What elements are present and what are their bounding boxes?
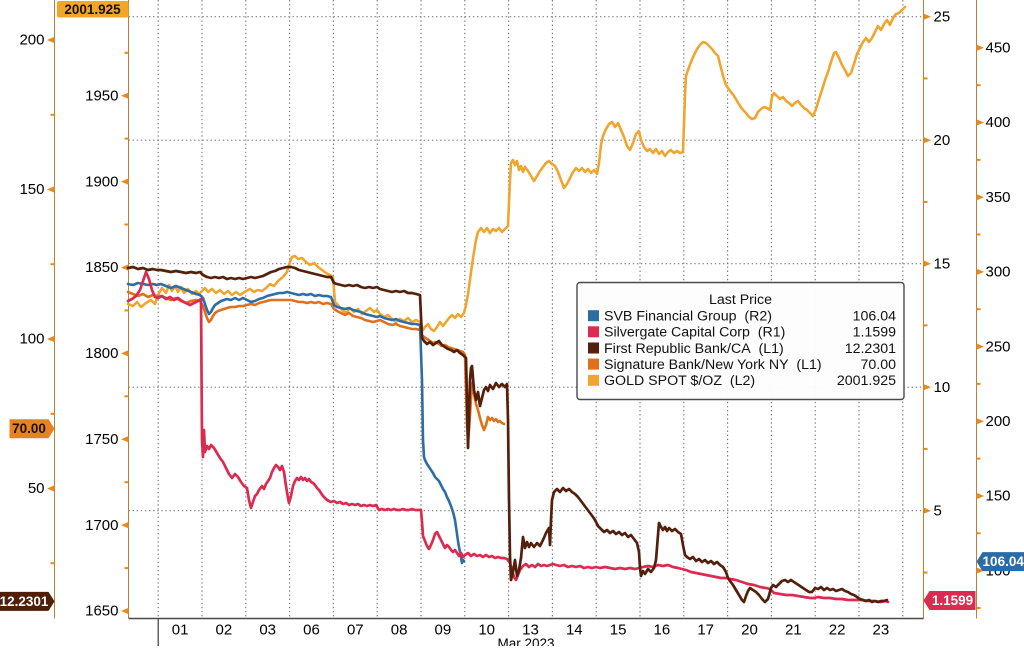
svg-text:200: 200 — [986, 413, 1011, 430]
svg-text:22: 22 — [829, 622, 846, 639]
svg-text:20: 20 — [934, 132, 951, 149]
svg-text:70.00: 70.00 — [860, 357, 896, 373]
svg-text:SVB Financial Group (R2): SVB Financial Group (R2) — [604, 309, 772, 325]
svg-text:1800: 1800 — [85, 345, 118, 362]
svg-text:106.04: 106.04 — [853, 309, 897, 325]
svg-text:1.1599: 1.1599 — [853, 325, 897, 341]
svg-text:2001.925: 2001.925 — [837, 373, 896, 389]
svg-text:250: 250 — [986, 338, 1011, 355]
svg-text:02: 02 — [216, 622, 233, 639]
svg-text:70.00: 70.00 — [12, 421, 46, 436]
svg-text:01: 01 — [172, 622, 189, 639]
svg-text:12.2301: 12.2301 — [0, 594, 49, 609]
svg-text:2001.925: 2001.925 — [64, 2, 121, 17]
svg-text:1950: 1950 — [85, 87, 118, 104]
svg-text:Mar 2023: Mar 2023 — [497, 636, 554, 646]
svg-text:106.04: 106.04 — [983, 554, 1024, 569]
svg-text:400: 400 — [986, 114, 1011, 131]
svg-text:150: 150 — [19, 181, 44, 198]
svg-text:15: 15 — [610, 622, 627, 639]
svg-text:1650: 1650 — [85, 603, 118, 620]
svg-text:10: 10 — [478, 622, 495, 639]
svg-text:12.2301: 12.2301 — [845, 341, 896, 357]
svg-text:20: 20 — [741, 622, 758, 639]
svg-text:200: 200 — [19, 32, 44, 49]
svg-text:10: 10 — [934, 379, 951, 396]
svg-text:1700: 1700 — [85, 517, 118, 534]
svg-text:14: 14 — [566, 622, 583, 639]
svg-text:Last Price: Last Price — [709, 292, 772, 308]
svg-text:03: 03 — [259, 622, 276, 639]
svg-text:17: 17 — [697, 622, 714, 639]
svg-text:1900: 1900 — [85, 173, 118, 190]
svg-text:GOLD SPOT $/OZ (L2): GOLD SPOT $/OZ (L2) — [604, 373, 755, 389]
svg-text:08: 08 — [391, 622, 408, 639]
svg-text:Silvergate Capital Corp (R1): Silvergate Capital Corp (R1) — [604, 325, 785, 341]
svg-text:1.1599: 1.1599 — [932, 593, 973, 608]
svg-text:16: 16 — [654, 622, 671, 639]
svg-text:100: 100 — [19, 331, 44, 348]
svg-text:1750: 1750 — [85, 431, 118, 448]
svg-text:06: 06 — [303, 622, 320, 639]
svg-text:15: 15 — [934, 255, 951, 272]
svg-text:1850: 1850 — [85, 259, 118, 276]
svg-text:50: 50 — [28, 480, 45, 497]
svg-text:23: 23 — [873, 622, 890, 639]
svg-text:300: 300 — [986, 264, 1011, 281]
svg-text:Signature Bank/New York NY (L: Signature Bank/New York NY (L1) — [604, 357, 822, 373]
svg-text:25: 25 — [934, 8, 951, 25]
svg-text:350: 350 — [986, 189, 1011, 206]
svg-text:13: 13 — [522, 622, 539, 639]
svg-text:150: 150 — [986, 488, 1011, 505]
svg-text:21: 21 — [785, 622, 802, 639]
svg-text:First Republic Bank/CA (L1): First Republic Bank/CA (L1) — [604, 341, 784, 357]
svg-text:09: 09 — [435, 622, 452, 639]
svg-text:450: 450 — [986, 40, 1011, 57]
svg-text:07: 07 — [347, 622, 364, 639]
svg-text:5: 5 — [934, 502, 942, 519]
